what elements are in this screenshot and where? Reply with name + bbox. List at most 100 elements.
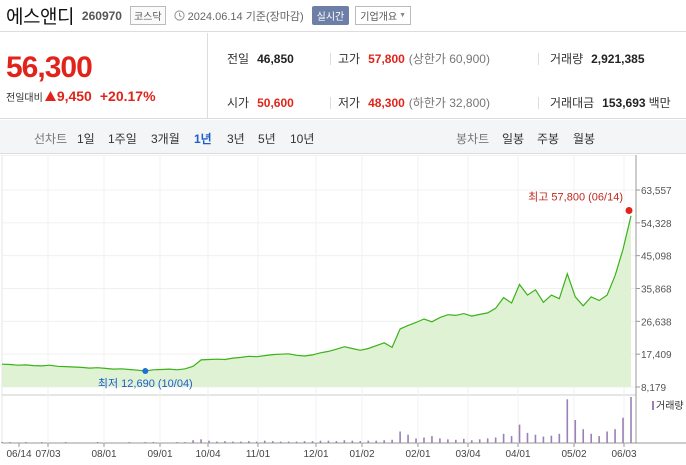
- volume-bar: [327, 440, 330, 443]
- volume-bar: [455, 439, 457, 443]
- y-tick-label: 54,328: [641, 219, 672, 230]
- tab-weekly-candle[interactable]: 주봉: [537, 132, 560, 146]
- price-chart[interactable]: 06/14 07/03 08/01 09/01 10/04 11/01 12/01 01/02…: [0, 155, 686, 465]
- volume-bar: [311, 441, 314, 443]
- tab-3-months[interactable]: 3개월: [151, 132, 180, 146]
- stat-trade-value: 거래대금 153,693 백만: [550, 94, 671, 111]
- volume-legend-swatch: [652, 401, 654, 410]
- company-overview-button[interactable]: 기업개요 ▼: [355, 6, 411, 25]
- volume-bar: [279, 441, 282, 443]
- volume-bar: [622, 417, 624, 443]
- volume-bar: [64, 442, 67, 443]
- volume-bar: [407, 434, 409, 443]
- stat-label: 시가: [227, 96, 250, 110]
- volume-bar: [255, 441, 258, 443]
- divider: [538, 53, 539, 65]
- volume-bar: [423, 437, 425, 443]
- volume-bar: [542, 436, 545, 443]
- volume-bar: [144, 442, 147, 443]
- max-price-marker: [625, 206, 633, 214]
- market-badge: 코스닥: [129, 6, 166, 25]
- volume-bar: [439, 438, 441, 443]
- price-change-row: 전일대비 9,450 +20.17%: [6, 88, 156, 104]
- stat-value: 2,921,385: [591, 52, 645, 66]
- volume-bar: [248, 441, 250, 443]
- x-tick-label: 08/01: [91, 449, 116, 460]
- x-tick-label: 10/04: [195, 449, 220, 460]
- stat-label: 고가: [338, 52, 361, 66]
- volume-legend-label: 거래량: [656, 400, 684, 412]
- volume-bar: [550, 435, 553, 443]
- max-price-label: 최고 57,800 (06/14): [528, 190, 623, 203]
- y-tick-label: 17,409: [641, 350, 672, 361]
- volume-bar: [614, 429, 616, 443]
- x-tick-label: 06/03: [611, 449, 636, 460]
- x-tick-label: 07/03: [35, 449, 60, 460]
- base-date-value: 2024.06.14: [187, 10, 243, 23]
- volume-bar: [399, 431, 401, 443]
- line-chart-label: 선차트: [34, 132, 68, 146]
- volume-bar: [240, 441, 242, 443]
- volume-bar: [518, 424, 521, 443]
- y-tick-label: 26,638: [641, 317, 672, 328]
- price-area-fill: [2, 215, 631, 387]
- change-rate: +20.17%: [99, 88, 156, 104]
- tab-3-years[interactable]: 3년: [227, 132, 245, 146]
- stat-label: 거래대금: [550, 96, 595, 110]
- x-tick-label: 06/14: [6, 449, 31, 460]
- volume-bar: [606, 431, 608, 443]
- stat-open: 시가 50,600: [227, 94, 294, 111]
- tab-5-years[interactable]: 5년: [258, 132, 276, 146]
- stat-value: 57,800: [368, 52, 405, 66]
- stat-prev-close: 전일 46,850: [227, 50, 294, 67]
- stock-header: 에스앤디 260970 코스닥 2024.06.14 기준(장마감) 실시간 기…: [0, 0, 686, 32]
- volume-bar: [176, 442, 178, 443]
- volume-bar: [287, 441, 290, 443]
- y-tick-label: 8,179: [641, 383, 666, 394]
- volume-bar: [25, 442, 27, 443]
- stat-value: 46,850: [257, 52, 294, 66]
- tab-daily-candle[interactable]: 일봉: [502, 132, 525, 146]
- volume-bar: [367, 440, 370, 443]
- volume-bar: [9, 442, 11, 443]
- y-tick-label: 35,868: [641, 285, 672, 296]
- volume-bar: [319, 440, 322, 443]
- volume-bar: [200, 439, 202, 443]
- change-amount: 9,450: [56, 88, 92, 104]
- divider: [538, 97, 539, 109]
- volume-bar: [295, 441, 298, 443]
- volume-bar: [1, 442, 3, 443]
- stat-label: 거래량: [550, 52, 584, 66]
- stat-volume: 거래량 2,921,385: [550, 50, 645, 67]
- clock-icon: [173, 10, 185, 21]
- volume-bar: [232, 441, 234, 443]
- stat-label: 전일: [227, 52, 250, 66]
- x-tick-label: 03/04: [455, 449, 480, 460]
- company-overview-label: 기업개요: [360, 12, 398, 23]
- tab-1-day[interactable]: 1일: [77, 132, 95, 146]
- price-chart-svg: 06/14 07/03 08/01 09/01 10/04 11/01 12/01 01/02…: [1, 155, 686, 460]
- min-price-marker: [142, 367, 149, 374]
- x-tick-label: 01/02: [349, 449, 374, 460]
- tab-1-year[interactable]: 1년: [194, 132, 212, 146]
- volume-bar: [630, 397, 632, 443]
- x-tick-label: 11/01: [246, 449, 271, 460]
- stat-sub: (상한가 60,900): [408, 52, 490, 66]
- change-label: 전일대비: [6, 92, 43, 104]
- y-tick-label: 63,557: [641, 186, 672, 197]
- volume-bar: [415, 438, 417, 443]
- tab-monthly-candle[interactable]: 월봉: [573, 132, 596, 146]
- volume-bar: [566, 399, 569, 443]
- volume-bar: [41, 442, 43, 443]
- realtime-button[interactable]: 실시간: [311, 6, 350, 25]
- volume-bar: [184, 442, 186, 443]
- base-date: 2024.06.14 기준(장마감): [188, 8, 304, 24]
- stock-name: 에스앤디: [6, 6, 74, 28]
- tab-10-years[interactable]: 10년: [290, 132, 315, 146]
- volume-bar: [351, 440, 354, 443]
- volume-bar: [343, 440, 346, 443]
- x-tick-label: 04/01: [505, 449, 530, 460]
- volume-bar: [383, 440, 385, 443]
- up-triangle-icon: [44, 91, 56, 101]
- tab-1-week[interactable]: 1주일: [108, 132, 137, 146]
